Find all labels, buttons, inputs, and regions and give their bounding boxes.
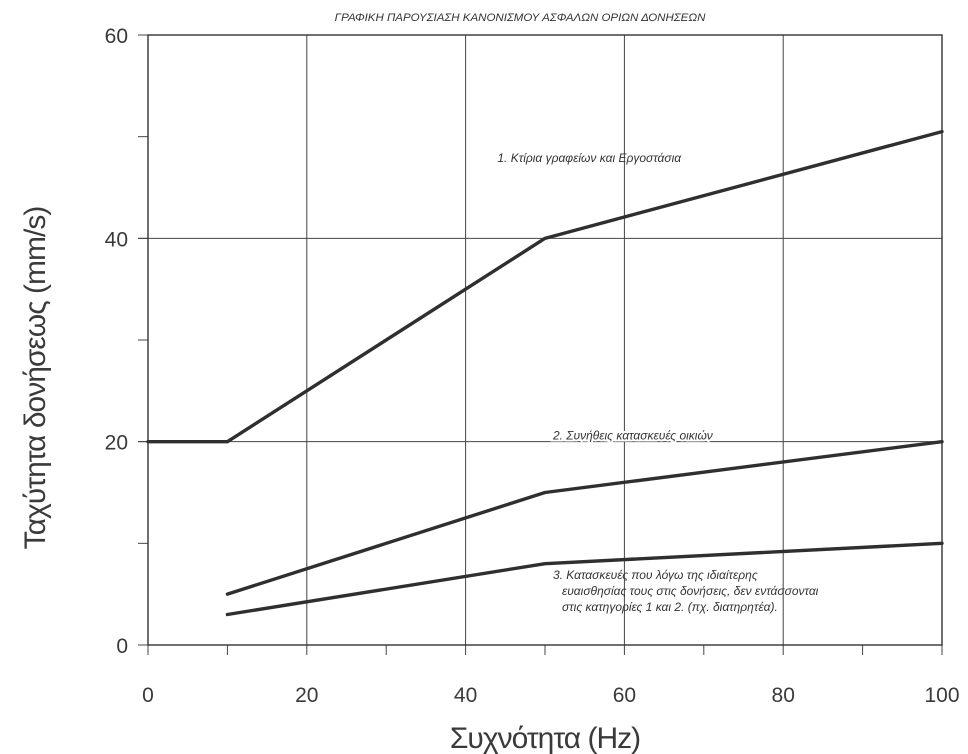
y-tick-label: 0 xyxy=(116,635,128,658)
annotation-3: 3. Κατασκευές που λόγω της ιδιαίτερης xyxy=(553,568,758,582)
grid xyxy=(138,34,943,655)
x-tick-label: 60 xyxy=(613,684,636,707)
series-line-1 xyxy=(146,129,944,444)
tick-labels: 0 20 40 60 80 100 0 20 40 60 xyxy=(105,25,960,707)
x-tick-label: 40 xyxy=(454,684,477,707)
annotation-1: 1. Κτίρια γραφείων και Εργοστάσια xyxy=(497,151,682,165)
series-line-3 xyxy=(225,541,944,617)
x-tick-label: 20 xyxy=(295,684,318,707)
x-tick-label: 100 xyxy=(924,684,959,707)
annotation-3: στις κατηγορίες 1 και 2. (πχ. διατηρητέα… xyxy=(562,600,778,614)
series-line-2 xyxy=(225,439,944,596)
y-tick-label: 20 xyxy=(105,432,128,455)
y-tick-label: 40 xyxy=(105,228,128,251)
y-axis-title: Ταχύτητα δονήσεως (mm/s) xyxy=(19,207,52,550)
annotation-3: ευαισθησίας τους στις δονήσεις, δεν εντά… xyxy=(562,584,819,598)
x-tick-label: 0 xyxy=(142,684,154,707)
series-layer xyxy=(146,129,944,617)
chart-title: ΓΡΑΦΙΚΗ ΠΑΡΟΥΣΙΑΣΗ ΚΑΝΟΝΙΣΜΟΥ ΑΣΦΑΛΩΝ ΟΡ… xyxy=(335,12,706,24)
x-tick-label: 80 xyxy=(772,684,795,707)
annotation-2: 2. Συνήθεις κατασκευές οικιών xyxy=(552,429,713,443)
plot-frame xyxy=(147,34,943,646)
annotations: 1. Κτίρια γραφείων και Εργοστάσια 2. Συνή… xyxy=(497,151,818,614)
x-axis-title: Συχνότητα (Hz) xyxy=(450,722,640,754)
y-tick-label: 60 xyxy=(105,25,128,48)
